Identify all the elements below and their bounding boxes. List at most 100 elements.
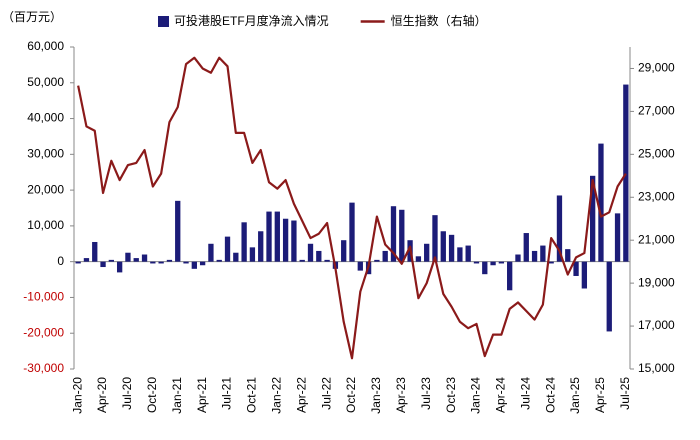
bar <box>208 243 214 262</box>
legend-label: 可投港股ETF月度净流入情况 <box>174 13 329 28</box>
x-tick-label: Jul-25 <box>618 377 632 410</box>
bar <box>432 215 438 262</box>
bar <box>548 261 554 264</box>
bar <box>341 240 347 262</box>
bar <box>133 258 139 262</box>
bar <box>282 218 289 262</box>
y-tick-label: 40,000 <box>27 111 64 125</box>
y-tick-label: 30,000 <box>27 147 64 161</box>
bar <box>224 236 231 262</box>
bar <box>316 250 322 262</box>
y2-tick-label: 17,000 <box>638 318 675 332</box>
x-tick-label: Apr-21 <box>195 377 209 413</box>
y-tick-label: 60,000 <box>27 39 64 53</box>
bar <box>158 261 164 264</box>
bar <box>565 249 571 262</box>
bar <box>233 252 239 262</box>
bar <box>581 261 588 289</box>
bar <box>199 261 206 266</box>
x-tick-label: Jan-22 <box>269 377 283 414</box>
bar <box>473 261 480 264</box>
line <box>77 56 627 360</box>
bar <box>216 259 222 262</box>
y2-tick-label: 21,000 <box>638 232 675 246</box>
x-tick-label: Jan-20 <box>70 377 84 414</box>
bar <box>108 259 114 262</box>
bar <box>357 261 363 271</box>
bar <box>507 261 513 291</box>
bar <box>482 261 488 275</box>
bar <box>448 234 455 262</box>
bar <box>141 254 148 262</box>
y-tick-label: -10,000 <box>23 290 64 304</box>
x-tick-label: Apr-20 <box>95 377 109 413</box>
x-tick-label: Oct-23 <box>444 377 458 413</box>
bar <box>556 195 563 262</box>
y2-tick-label: 15,000 <box>638 361 675 375</box>
x-tick-label: Apr-22 <box>294 377 308 413</box>
x-tick-label: Oct-21 <box>245 377 259 413</box>
bar <box>324 259 330 262</box>
x-tick-label: Jan-21 <box>170 377 184 414</box>
bar <box>166 259 173 262</box>
bar <box>390 206 397 262</box>
bar <box>307 243 314 262</box>
bar <box>92 241 98 262</box>
bar <box>299 259 305 262</box>
bar <box>540 245 546 262</box>
bar <box>465 245 471 262</box>
x-tick-label: Oct-24 <box>543 377 557 413</box>
y-tick-label: 0 <box>57 254 64 268</box>
bar <box>399 209 405 262</box>
bar <box>623 84 629 262</box>
bar <box>116 261 123 273</box>
y-tick-label: -20,000 <box>23 325 64 339</box>
bar <box>125 252 131 262</box>
y-tick-label: 10,000 <box>27 218 64 232</box>
x-tick-label: Jan-23 <box>369 377 383 414</box>
y2-tick-label: 25,000 <box>638 147 675 161</box>
bar <box>191 261 197 269</box>
bar <box>590 175 596 262</box>
bar <box>258 231 264 262</box>
y2-tick-label: 19,000 <box>638 275 675 289</box>
bar <box>457 247 463 262</box>
x-tick-label: Jul-21 <box>220 377 234 410</box>
bar <box>100 261 106 268</box>
bar <box>415 256 422 262</box>
bar <box>531 250 538 262</box>
bar <box>183 261 189 264</box>
bar <box>515 254 521 262</box>
bar <box>606 261 612 332</box>
x-tick-label: Oct-22 <box>344 377 358 413</box>
y-tick-label: 50,000 <box>27 75 64 89</box>
bar <box>75 261 81 264</box>
x-tick-label: Jul-22 <box>319 377 333 410</box>
bar <box>424 243 430 262</box>
bar <box>614 213 621 262</box>
x-tick-label: Jan-25 <box>568 377 582 414</box>
x-tick-label: Jul-23 <box>419 377 433 410</box>
y2-tick-label: 23,000 <box>638 189 675 203</box>
bar <box>249 247 256 262</box>
x-tick-label: Apr-23 <box>394 377 408 413</box>
y-tick-label: 20,000 <box>27 182 64 196</box>
bar <box>573 261 579 276</box>
bar <box>83 258 90 262</box>
bar <box>266 211 272 262</box>
x-tick-label: Apr-25 <box>593 377 607 413</box>
bar <box>382 250 388 262</box>
bar <box>440 231 446 262</box>
legend-label: 恒生指数（右轴） <box>391 13 487 28</box>
bar <box>374 259 380 262</box>
bar <box>274 211 280 262</box>
bar <box>349 202 355 262</box>
y-unit: （百万元） <box>2 10 62 24</box>
bar <box>291 220 297 262</box>
y2-tick-label: 29,000 <box>638 61 675 75</box>
y-tick-label: -30,000 <box>23 361 64 375</box>
bar <box>498 261 505 264</box>
bar <box>241 222 247 262</box>
x-tick-label: Jan-24 <box>469 377 483 414</box>
